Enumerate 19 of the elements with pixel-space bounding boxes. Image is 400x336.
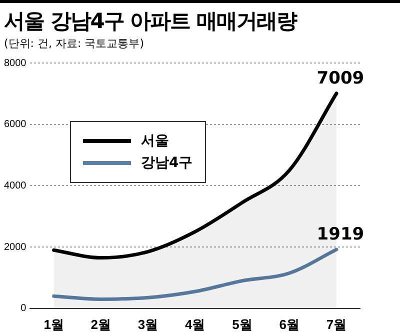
x-tick-label: 3월 — [138, 316, 158, 332]
x-tick-label: 5월 — [232, 316, 252, 332]
y-tick-label: 8000 — [4, 58, 27, 69]
x-tick-label: 6월 — [279, 316, 300, 332]
y-tick-label: 6000 — [4, 119, 27, 130]
line-series — [52, 248, 338, 301]
data-label: 7009 — [316, 68, 364, 88]
x-tick-label: 1월 — [44, 316, 64, 332]
y-tick-label: 4000 — [4, 180, 27, 192]
legend-label: 강남4구 — [141, 154, 193, 172]
x-tick-label: 4월 — [185, 316, 206, 332]
legend-label: 서울 — [141, 132, 169, 150]
chart-title: 서울 강남4구 아파트 매매거래량 — [4, 8, 297, 35]
y-tick-label: 0 — [20, 303, 27, 314]
x-tick-label: 7월 — [326, 316, 347, 332]
y-tick-label: 2000 — [4, 242, 27, 253]
data-label: 1919 — [316, 224, 364, 244]
chart-subtitle: (단위: 건, 자료: 국토교통부) — [4, 36, 144, 51]
x-tick-label: 2월 — [90, 316, 112, 332]
